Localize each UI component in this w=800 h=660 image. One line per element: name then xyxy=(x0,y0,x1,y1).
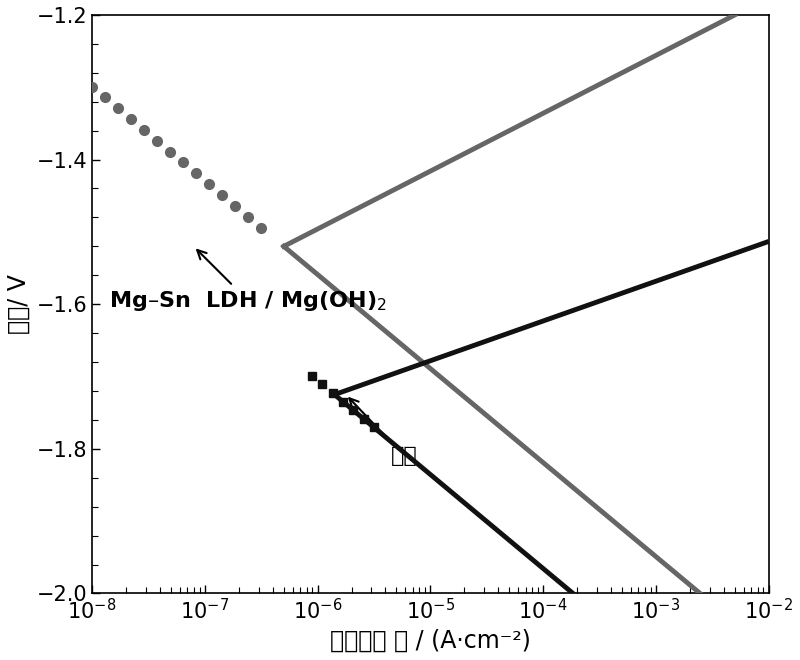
Y-axis label: 电位/ V: 电位/ V xyxy=(7,275,31,334)
X-axis label: 电流密度 Ｉ / (A·cm⁻²): 电流密度 Ｉ / (A·cm⁻²) xyxy=(330,629,530,653)
Text: Mg–Sn  LDH / Mg(OH)$_2$: Mg–Sn LDH / Mg(OH)$_2$ xyxy=(109,250,387,313)
Text: 纯镁: 纯镁 xyxy=(350,398,418,466)
